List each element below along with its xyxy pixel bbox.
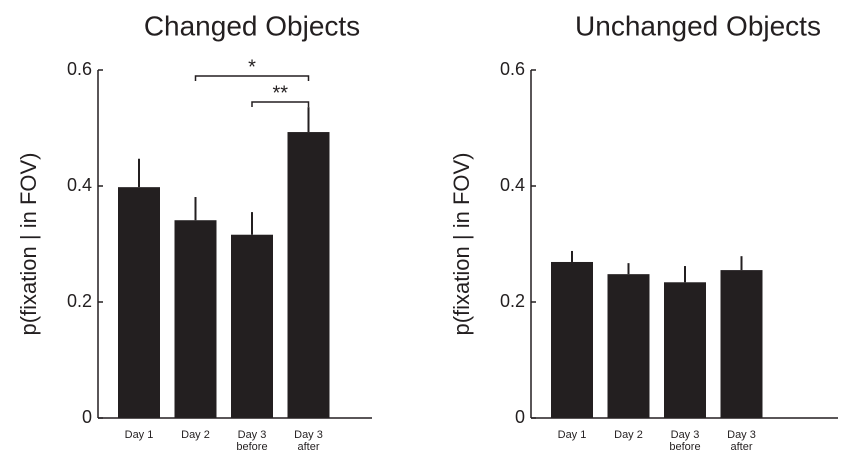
chart-title: Unchanged Objects	[575, 10, 821, 41]
significance-label: *	[248, 56, 256, 78]
x-tick-label: Day 1	[124, 429, 154, 441]
chart-title: Changed Objects	[144, 10, 360, 41]
y-axis-label: p(fixation | in FOV)	[16, 153, 41, 336]
x-tick-label: Day 2	[181, 429, 210, 441]
significance-bracket	[194, 75, 310, 81]
y-tick-label: 0.6	[67, 59, 92, 79]
bar	[720, 270, 763, 418]
bar	[287, 132, 330, 418]
y-tick-label: 0.6	[500, 59, 525, 79]
x-tick-label: Day 3 before	[236, 429, 268, 453]
bar	[118, 187, 160, 418]
y-tick-label: 0	[515, 407, 525, 427]
y-tick-label: 0.2	[67, 291, 92, 311]
significance-bracket	[251, 101, 310, 107]
bar	[664, 282, 706, 418]
x-tick-label: Day 2	[614, 429, 643, 441]
y-axis-label: p(fixation | in FOV)	[449, 153, 474, 336]
bar	[174, 220, 217, 418]
x-tick-label: Day 1	[557, 429, 587, 441]
x-tick-label: Day 3 after	[294, 429, 323, 453]
y-tick-label: 0.2	[500, 291, 525, 311]
bar	[551, 261, 593, 418]
bar	[231, 234, 273, 418]
y-tick-label: 0.4	[500, 175, 525, 195]
significance-label: **	[272, 82, 288, 104]
y-tick-label: 0	[82, 407, 92, 427]
y-tick-label: 0.4	[67, 175, 92, 195]
x-tick-label: Day 3 after	[727, 429, 756, 453]
x-tick-label: Day 3 before	[669, 429, 701, 453]
bar	[607, 274, 650, 418]
